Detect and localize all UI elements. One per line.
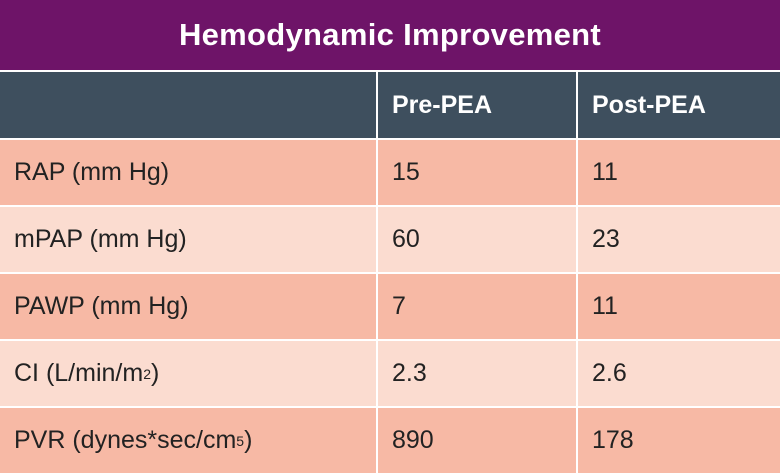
row-label: PVR (dynes*sec/cm 5) <box>0 408 378 473</box>
pre-pea-value: 2.3 <box>378 341 578 408</box>
table-grid: Pre-PEA Post-PEA RAP (mm Hg) 15 11 mPAP … <box>0 72 780 473</box>
pre-pea-value: 60 <box>378 207 578 274</box>
row-label: CI (L/min/m 2) <box>0 341 378 408</box>
pre-pea-value: 890 <box>378 408 578 473</box>
header-pre-pea: Pre-PEA <box>378 72 578 140</box>
row-label: mPAP (mm Hg) <box>0 207 378 274</box>
post-pea-value: 2.6 <box>578 341 780 408</box>
header-post-pea: Post-PEA <box>578 72 780 140</box>
pre-pea-value: 7 <box>378 274 578 341</box>
post-pea-value: 11 <box>578 140 780 207</box>
table-title: Hemodynamic Improvement <box>0 0 780 72</box>
post-pea-value: 23 <box>578 207 780 274</box>
row-label: PAWP (mm Hg) <box>0 274 378 341</box>
header-empty-cell <box>0 72 378 140</box>
post-pea-value: 11 <box>578 274 780 341</box>
pre-pea-value: 15 <box>378 140 578 207</box>
row-label: RAP (mm Hg) <box>0 140 378 207</box>
post-pea-value: 178 <box>578 408 780 473</box>
